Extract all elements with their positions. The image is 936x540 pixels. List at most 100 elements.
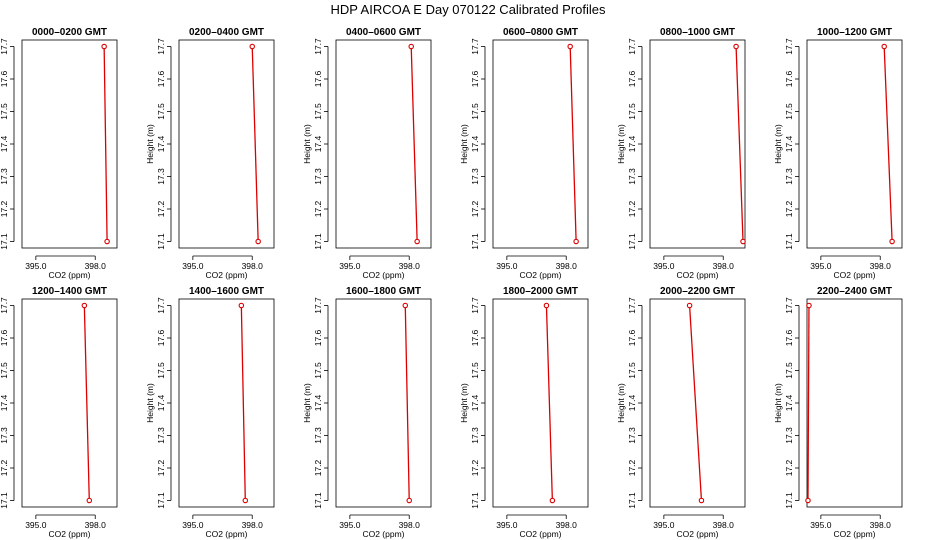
y-axis-label: Height (m) bbox=[302, 383, 312, 423]
y-tick-label: 17.5 bbox=[313, 103, 323, 120]
panel-title: 1000–1200 GMT bbox=[817, 27, 892, 38]
y-tick-label: 17.2 bbox=[470, 459, 480, 476]
y-tick-label: 17.2 bbox=[0, 459, 9, 476]
plot-frame bbox=[178, 39, 275, 249]
x-tick-label: 395.0 bbox=[496, 261, 518, 271]
x-tick-label: 398.0 bbox=[85, 261, 107, 271]
y-tick-label: 17.5 bbox=[627, 362, 637, 379]
profile-line bbox=[569, 46, 577, 242]
x-tick-label: 395.0 bbox=[25, 520, 47, 530]
panel-title: 2200–2400 GMT bbox=[817, 286, 892, 297]
y-tick-label: 17.1 bbox=[784, 233, 794, 250]
y-axis-label: Height (m) bbox=[616, 124, 626, 164]
y-tick-label: 17.6 bbox=[470, 329, 480, 346]
profile-line bbox=[883, 46, 893, 242]
y-tick-label: 17.4 bbox=[0, 394, 9, 411]
y-tick-label: 17.6 bbox=[313, 329, 323, 346]
y-tick-label: 17.4 bbox=[313, 135, 323, 152]
profile-point bbox=[573, 238, 579, 245]
y-tick-label: 17.7 bbox=[627, 38, 637, 55]
profile-point bbox=[101, 43, 107, 50]
profile-point bbox=[249, 43, 255, 50]
y-tick-label: 17.7 bbox=[313, 297, 323, 314]
y-tick-label: 17.2 bbox=[156, 459, 166, 476]
profile-point bbox=[805, 497, 811, 504]
y-tick-label: 17.1 bbox=[784, 492, 794, 509]
y-axis-label: Height (m) bbox=[616, 383, 626, 423]
profile-point bbox=[406, 497, 412, 504]
profile-line bbox=[404, 305, 410, 501]
panel-title: 1800–2000 GMT bbox=[503, 286, 578, 297]
y-tick-label: 17.1 bbox=[313, 233, 323, 250]
y-tick-label: 17.7 bbox=[470, 38, 480, 55]
y-tick-label: 17.4 bbox=[784, 394, 794, 411]
profile-point bbox=[543, 302, 550, 309]
profile-point bbox=[686, 302, 693, 309]
y-tick-label: 17.2 bbox=[470, 200, 480, 217]
profile-point bbox=[86, 497, 93, 504]
profile-line bbox=[240, 305, 246, 501]
plot-frame bbox=[806, 39, 903, 249]
y-tick-label: 17.1 bbox=[156, 233, 166, 250]
y-tick-label: 17.3 bbox=[0, 427, 9, 444]
y-tick-label: 17.3 bbox=[627, 168, 637, 185]
y-tick-label: 17.2 bbox=[784, 459, 794, 476]
y-tick-label: 17.6 bbox=[627, 70, 637, 87]
y-axis-label: Height (m) bbox=[459, 124, 469, 164]
panel-title: 0000–0200 GMT bbox=[32, 27, 107, 38]
y-tick-label: 17.2 bbox=[156, 200, 166, 217]
y-tick-label: 17.4 bbox=[313, 394, 323, 411]
x-tick-label: 398.0 bbox=[399, 261, 421, 271]
y-tick-label: 17.5 bbox=[784, 362, 794, 379]
panel-title: 2000–2200 GMT bbox=[660, 286, 735, 297]
y-tick-label: 17.4 bbox=[156, 394, 166, 411]
panel-title: 0800–1000 GMT bbox=[660, 27, 735, 38]
x-axis-label: CO2 (ppm) bbox=[362, 270, 404, 280]
y-tick-label: 17.1 bbox=[156, 492, 166, 509]
y-tick-label: 17.1 bbox=[0, 233, 9, 250]
y-tick-label: 17.3 bbox=[470, 427, 480, 444]
x-tick-label: 395.0 bbox=[339, 261, 361, 271]
y-tick-label: 17.5 bbox=[0, 103, 9, 120]
x-tick-label: 395.0 bbox=[496, 520, 518, 530]
profile-line bbox=[545, 305, 554, 501]
y-tick-label: 17.5 bbox=[784, 103, 794, 120]
x-tick-label: 398.0 bbox=[242, 261, 264, 271]
y-tick-label: 17.5 bbox=[627, 103, 637, 120]
y-axis-label: Height (m) bbox=[145, 124, 155, 164]
plot-frame bbox=[492, 39, 589, 249]
panel-title: 1600–1800 GMT bbox=[346, 286, 421, 297]
y-axis-label: Height (m) bbox=[773, 383, 783, 423]
y-tick-label: 17.7 bbox=[156, 297, 166, 314]
y-tick-label: 17.3 bbox=[784, 168, 794, 185]
y-tick-label: 17.3 bbox=[313, 427, 323, 444]
y-tick-label: 17.2 bbox=[627, 200, 637, 217]
y-tick-label: 17.7 bbox=[784, 38, 794, 55]
profile-line bbox=[688, 305, 703, 501]
x-axis-label: CO2 (ppm) bbox=[833, 529, 875, 539]
panel-title: 0600–0800 GMT bbox=[503, 27, 578, 38]
profile-point bbox=[81, 302, 88, 309]
y-tick-label: 17.3 bbox=[784, 427, 794, 444]
y-tick-label: 17.2 bbox=[0, 200, 9, 217]
x-tick-label: 398.0 bbox=[713, 520, 735, 530]
y-tick-label: 17.7 bbox=[0, 297, 9, 314]
y-tick-label: 17.1 bbox=[627, 233, 637, 250]
y-tick-label: 17.1 bbox=[470, 233, 480, 250]
plot-frame bbox=[492, 298, 589, 508]
y-tick-label: 17.7 bbox=[627, 297, 637, 314]
y-tick-label: 17.2 bbox=[784, 200, 794, 217]
panel-title: 1400–1600 GMT bbox=[189, 286, 264, 297]
x-tick-label: 398.0 bbox=[713, 261, 735, 271]
profile-line bbox=[807, 305, 810, 501]
x-tick-label: 398.0 bbox=[85, 520, 107, 530]
panel-title: 0400–0600 GMT bbox=[346, 27, 421, 38]
x-tick-label: 395.0 bbox=[653, 261, 675, 271]
profile-line bbox=[103, 46, 108, 242]
y-tick-label: 17.1 bbox=[470, 492, 480, 509]
profile-point bbox=[402, 302, 409, 309]
plot-frame bbox=[335, 298, 432, 508]
